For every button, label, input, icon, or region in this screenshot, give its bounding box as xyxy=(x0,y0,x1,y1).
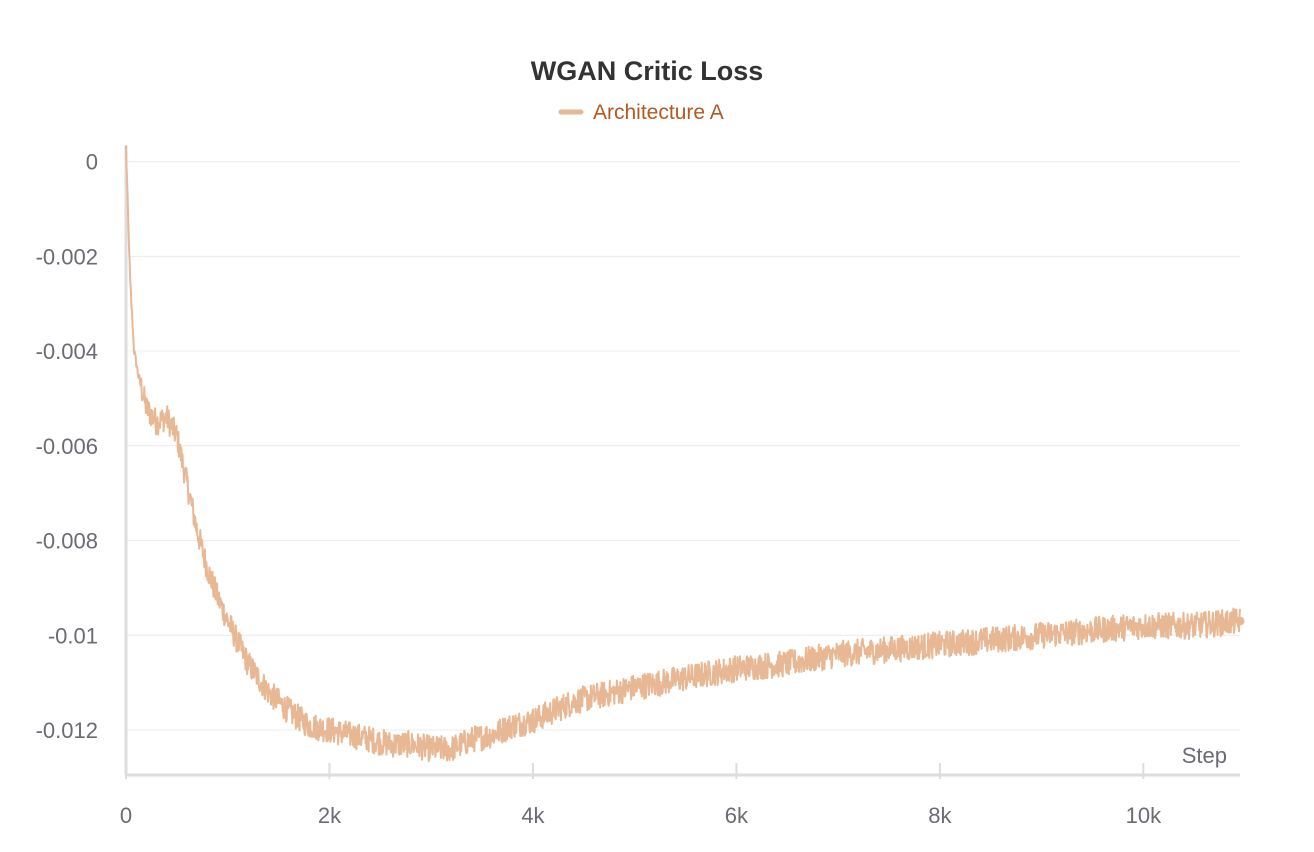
axes xyxy=(124,145,1240,777)
y-tick-label: -0.002 xyxy=(36,244,98,269)
y-tick-label: -0.006 xyxy=(36,434,98,459)
y-tick-label: -0.004 xyxy=(36,339,98,364)
chart-title: WGAN Critic Loss xyxy=(531,56,764,86)
series-endpoint[interactable] xyxy=(1235,616,1245,626)
y-axis-ticks: 0 -0.002 -0.004 -0.006 -0.008 -0.01 -0.012 xyxy=(36,150,98,743)
y-tick-label: 0 xyxy=(86,150,98,175)
x-axis-label: Step xyxy=(1182,743,1227,768)
y-tick-label: -0.008 xyxy=(36,529,98,554)
legend-label: Architecture A xyxy=(593,101,724,124)
series-line[interactable] xyxy=(125,145,1241,763)
x-tick-label: 8k xyxy=(928,803,952,828)
x-axis-ticks: 0 2k 4k 6k 8k 10k xyxy=(120,763,1162,828)
x-tick-label: 2k xyxy=(318,803,342,828)
y-tick-label: -0.01 xyxy=(48,623,98,648)
x-tick-label: 6k xyxy=(725,803,749,828)
x-tick-label: 0 xyxy=(120,803,132,828)
plot-area[interactable] xyxy=(125,145,1245,763)
x-tick-label: 10k xyxy=(1126,803,1162,828)
x-tick-label: 4k xyxy=(521,803,545,828)
gridlines xyxy=(126,161,1240,731)
legend[interactable]: Architecture A xyxy=(558,101,724,124)
y-tick-label: -0.012 xyxy=(36,718,98,743)
